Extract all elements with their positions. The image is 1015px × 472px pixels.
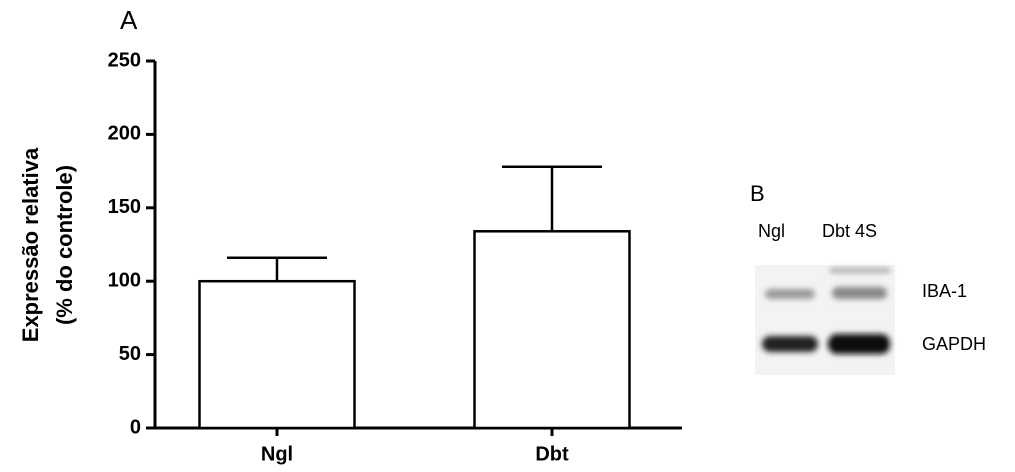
plot: 0 50 100 150 200 250 Ngl Dbt <box>108 49 630 465</box>
x-tick-label: Dbt <box>535 443 569 465</box>
y-tick-label: 150 <box>108 196 141 218</box>
lane-label: Ngl <box>758 221 785 241</box>
y-label-line: (% do controle) <box>52 165 77 325</box>
y-tick-label: 200 <box>108 123 141 145</box>
y-tick-label: 0 <box>130 416 141 438</box>
y-tick-label: 50 <box>119 343 141 365</box>
band-label: IBA-1 <box>922 281 967 301</box>
y-tick-label: 100 <box>108 269 141 291</box>
bar <box>475 231 630 428</box>
lane-label: Dbt 4S <box>822 221 877 241</box>
y-tick-label: 250 <box>108 49 141 71</box>
blot-membrane <box>755 265 895 375</box>
y-axis-title: Expressão relativa (% do controle) <box>18 147 77 342</box>
y-label-line: Expressão relativa <box>18 147 43 342</box>
panel-label: B <box>750 181 765 206</box>
figure: A Expressão relativa (% do controle) 0 50… <box>0 0 1015 472</box>
bar <box>200 281 355 428</box>
x-tick-label: Ngl <box>261 443 293 465</box>
band-label: GAPDH <box>922 334 986 354</box>
panel-label: A <box>120 5 138 35</box>
